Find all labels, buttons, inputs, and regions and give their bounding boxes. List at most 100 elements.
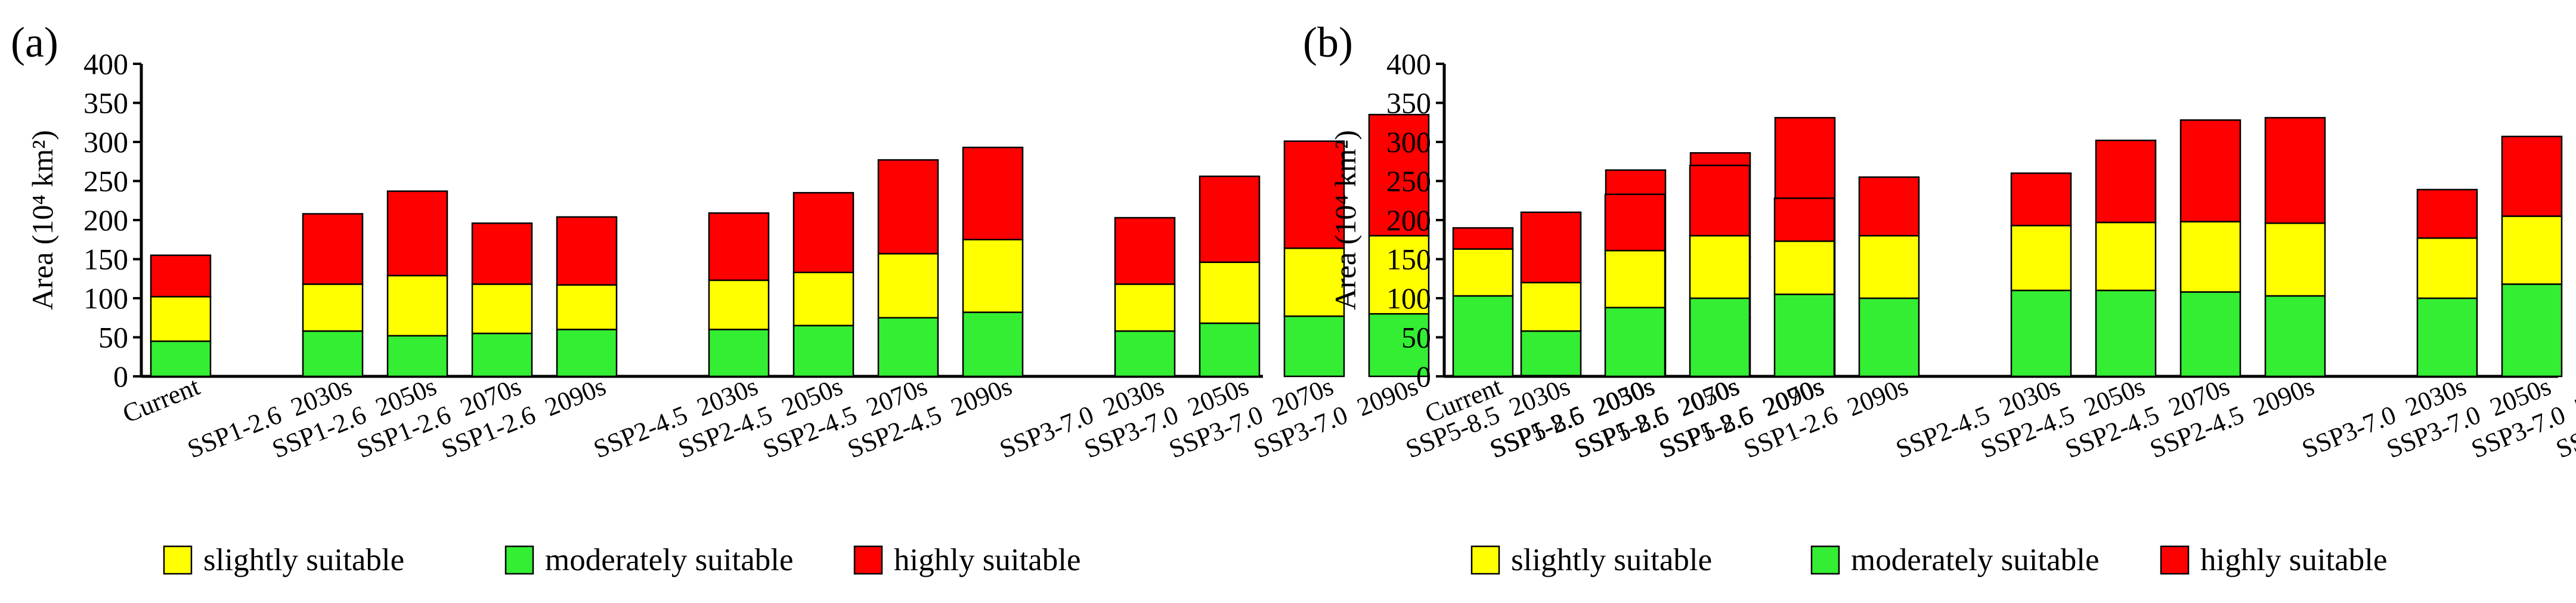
bar-segment-slightly — [2179, 221, 2241, 293]
y-axis-label: Area (10⁴ km²) — [1329, 130, 1362, 310]
bar-segment-slightly — [962, 239, 1024, 313]
bar-segment-slightly — [556, 284, 618, 330]
bar-segment-slightly — [386, 274, 448, 337]
y-tick-label: 400 — [1386, 47, 1431, 81]
bar-segment-slightly — [1689, 234, 1751, 299]
bar-segment-slightly — [708, 279, 770, 330]
bar-segment-slightly — [150, 296, 212, 342]
bar-segment-highly — [708, 212, 770, 282]
y-tick-label: 300 — [1386, 125, 1431, 159]
legend-label-highly: highly suitable — [2200, 543, 2388, 577]
y-tick-label: 0 — [1416, 360, 1431, 393]
bar-segment-slightly — [1858, 234, 1920, 299]
bar-segment-slightly — [2010, 224, 2072, 292]
legend-swatch-moderately — [504, 545, 534, 575]
bar-segment-moderately — [1199, 322, 1261, 378]
bar-segment-slightly — [1604, 249, 1666, 308]
bar-segment-highly — [556, 216, 618, 286]
panel-label: (b) — [1303, 18, 1353, 66]
bar-segment-highly — [2264, 117, 2326, 224]
bar-segment-moderately — [1689, 297, 1751, 378]
bar-segment-moderately — [2179, 291, 2241, 378]
legend-swatch-slightly — [163, 545, 193, 575]
bar-segment-highly — [1114, 217, 1176, 285]
bar-segment-moderately — [2264, 295, 2326, 378]
legend: slightly suitable moderately suitable high… — [163, 543, 2388, 577]
legend-label-slightly: slightly suitable — [1511, 543, 1712, 577]
bar-segment-highly — [1283, 140, 1345, 249]
legend-swatch-moderately — [1810, 545, 1840, 575]
bar-segment-moderately — [2010, 289, 2072, 378]
x-tick-label: Current — [119, 372, 204, 429]
bar-segment-highly — [792, 191, 854, 274]
bar-segment-moderately — [2095, 289, 2157, 378]
bar-segment-slightly — [471, 283, 533, 335]
panel-label: (a) — [11, 18, 58, 66]
legend-label-moderately: moderately suitable — [545, 543, 794, 577]
y-tick-label: 250 — [1386, 165, 1431, 198]
bar-segment-moderately — [1520, 330, 1582, 378]
bar-segment-slightly — [2264, 222, 2326, 297]
bar-segment-moderately — [1114, 330, 1176, 378]
bar-segment-moderately — [386, 335, 448, 378]
bar-segment-highly — [2416, 188, 2478, 239]
y-tick-label: 50 — [1401, 321, 1431, 354]
bar-segment-moderately — [792, 324, 854, 378]
legend-swatch-highly — [2160, 545, 2190, 575]
legend-label-highly: highly suitable — [894, 543, 1081, 577]
bar-segment-moderately — [2416, 297, 2478, 378]
bar-segment-highly — [2095, 140, 2157, 224]
y-tick-label: 150 — [83, 243, 128, 276]
bar-segment-slightly — [2501, 215, 2563, 285]
bar-segment-highly — [1520, 211, 1582, 284]
bar-segment-slightly — [1452, 248, 1514, 297]
bar-segment-highly — [471, 222, 533, 285]
bar-segment-highly — [386, 190, 448, 277]
y-tick-label: 350 — [83, 86, 128, 120]
y-tick-label: 400 — [83, 47, 128, 81]
bar-segment-highly — [2179, 119, 2241, 222]
bar-segment-highly — [150, 254, 212, 298]
bar-segment-highly — [962, 146, 1024, 240]
y-axis-label: Area (10⁴ km²) — [26, 130, 59, 310]
y-tick-label: 200 — [1386, 203, 1431, 237]
bar-segment-moderately — [1283, 315, 1345, 378]
bar-segment-moderately — [1858, 297, 1920, 378]
bar-segment-slightly — [1114, 283, 1176, 332]
legend-swatch-highly — [853, 545, 883, 575]
legend-label-moderately: moderately suitable — [1851, 543, 2100, 577]
legend-swatch-slightly — [1470, 545, 1500, 575]
y-tick-label: 200 — [83, 203, 128, 237]
bar-segment-slightly — [1199, 261, 1261, 324]
bar-segment-highly — [1773, 197, 1835, 242]
y-tick-label: 300 — [83, 125, 128, 159]
bar-segment-slightly — [1773, 240, 1835, 295]
bar-segment-moderately — [471, 332, 533, 378]
bar-segment-moderately — [2501, 283, 2563, 378]
bar-segment-highly — [1452, 227, 1514, 250]
bar-segment-moderately — [962, 311, 1024, 378]
bar-segment-moderately — [302, 330, 364, 378]
bar-segment-moderately — [150, 340, 212, 378]
bar-segment-highly — [2501, 135, 2563, 217]
bar-segment-slightly — [2416, 237, 2478, 299]
y-tick-label: 100 — [1386, 282, 1431, 315]
y-tick-label: 150 — [1386, 243, 1431, 276]
bar-segment-highly — [1368, 113, 1430, 237]
bar-segment-moderately — [556, 329, 618, 378]
bar-segment-moderately — [1452, 295, 1514, 378]
bar-segment-highly — [302, 213, 364, 285]
bar-segment-slightly — [1520, 282, 1582, 332]
bar-segment-highly — [1604, 193, 1666, 252]
panel-b-chart: (b) 0 50 100 150 200 250 300 350 400 Area (10⁴ km²… — [1303, 18, 2576, 464]
y-tick-label: 50 — [98, 321, 128, 354]
bar-segment-moderately — [708, 329, 770, 378]
legend-label-slightly: slightly suitable — [203, 543, 404, 577]
bar-segment-slightly — [302, 283, 364, 332]
y-tick-label: 250 — [83, 165, 128, 198]
bar-segment-moderately — [877, 317, 939, 378]
y-tick-label: 0 — [113, 360, 128, 393]
bar-segment-highly — [1689, 165, 1751, 237]
y-tick-label: 100 — [83, 282, 128, 315]
